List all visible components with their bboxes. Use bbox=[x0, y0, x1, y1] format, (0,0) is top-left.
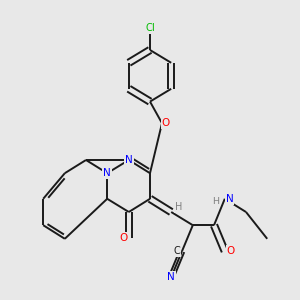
Text: N: N bbox=[103, 168, 111, 178]
Text: N: N bbox=[226, 194, 233, 204]
Text: O: O bbox=[162, 118, 170, 128]
Text: N: N bbox=[125, 155, 133, 165]
Text: N: N bbox=[167, 272, 175, 282]
Text: H: H bbox=[212, 197, 220, 206]
Text: Cl: Cl bbox=[145, 23, 155, 33]
Text: H: H bbox=[175, 202, 182, 212]
Text: C: C bbox=[173, 246, 180, 256]
Text: O: O bbox=[120, 233, 128, 243]
Text: O: O bbox=[227, 246, 235, 256]
